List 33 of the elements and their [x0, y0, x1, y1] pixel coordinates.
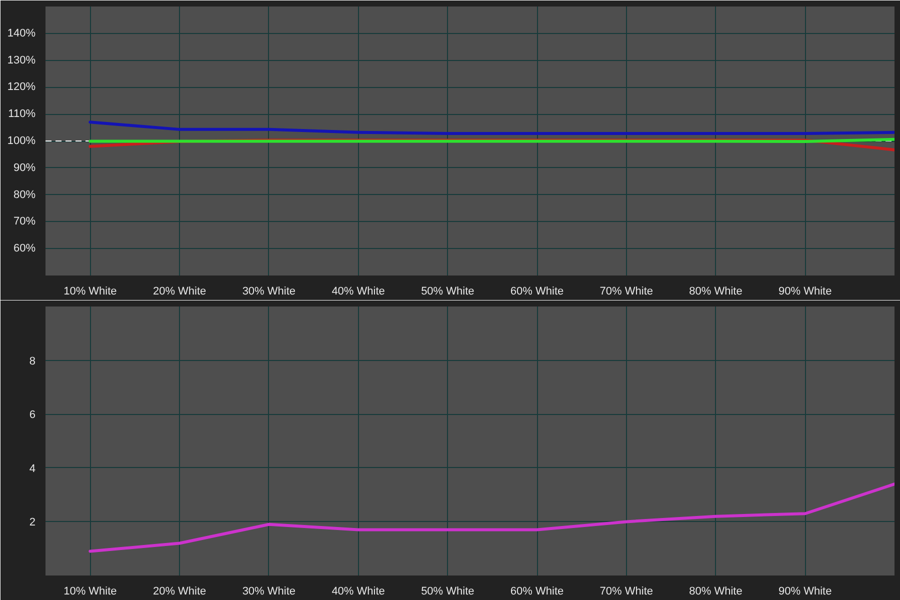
y-tick-label: 110%: [8, 108, 36, 120]
x-tick-label: 50% White: [421, 586, 474, 598]
x-tick-label: 80% White: [689, 586, 742, 598]
x-tick-label: 30% White: [242, 586, 296, 598]
x-tick-label: 70% White: [600, 586, 654, 598]
x-tick-label: 80% White: [689, 286, 742, 298]
y-tick-label: 130%: [7, 54, 36, 66]
x-tick-label: 10% White: [64, 286, 117, 298]
line-series: [88, 120, 894, 135]
y-tick-label: 2: [29, 516, 36, 529]
x-tick-label: 50% White: [421, 286, 474, 298]
y-tick-label: 60%: [13, 242, 36, 255]
x-tick-label: 90% White: [778, 286, 832, 298]
y-tick-label: 70%: [13, 216, 36, 228]
y-tick-label: 120%: [7, 81, 36, 94]
y-tick-label: 4: [29, 462, 36, 475]
y-tick-label: 80%: [13, 188, 36, 201]
x-tick-label: 40% White: [332, 286, 385, 298]
x-tick-label: 90% White: [778, 586, 832, 598]
x-tick-label: 20% White: [152, 586, 206, 598]
y-tick-label: 6: [29, 409, 36, 422]
y-tick-label: 100%: [7, 135, 36, 147]
x-tick-label: 60% White: [510, 586, 564, 598]
y-tick-label: 90%: [13, 162, 36, 174]
x-tick-label: 10% White: [64, 586, 117, 598]
y-tick-label: 8: [29, 355, 36, 368]
x-tick-label: 30% White: [242, 286, 296, 298]
line-series: [88, 482, 894, 553]
x-tick-label: 60% White: [510, 286, 564, 298]
x-tick-label: 70% White: [600, 286, 654, 298]
x-tick-label: 40% White: [332, 586, 385, 598]
x-tick-label: 20% White: [152, 286, 206, 298]
y-tick-label: 140%: [7, 27, 36, 40]
